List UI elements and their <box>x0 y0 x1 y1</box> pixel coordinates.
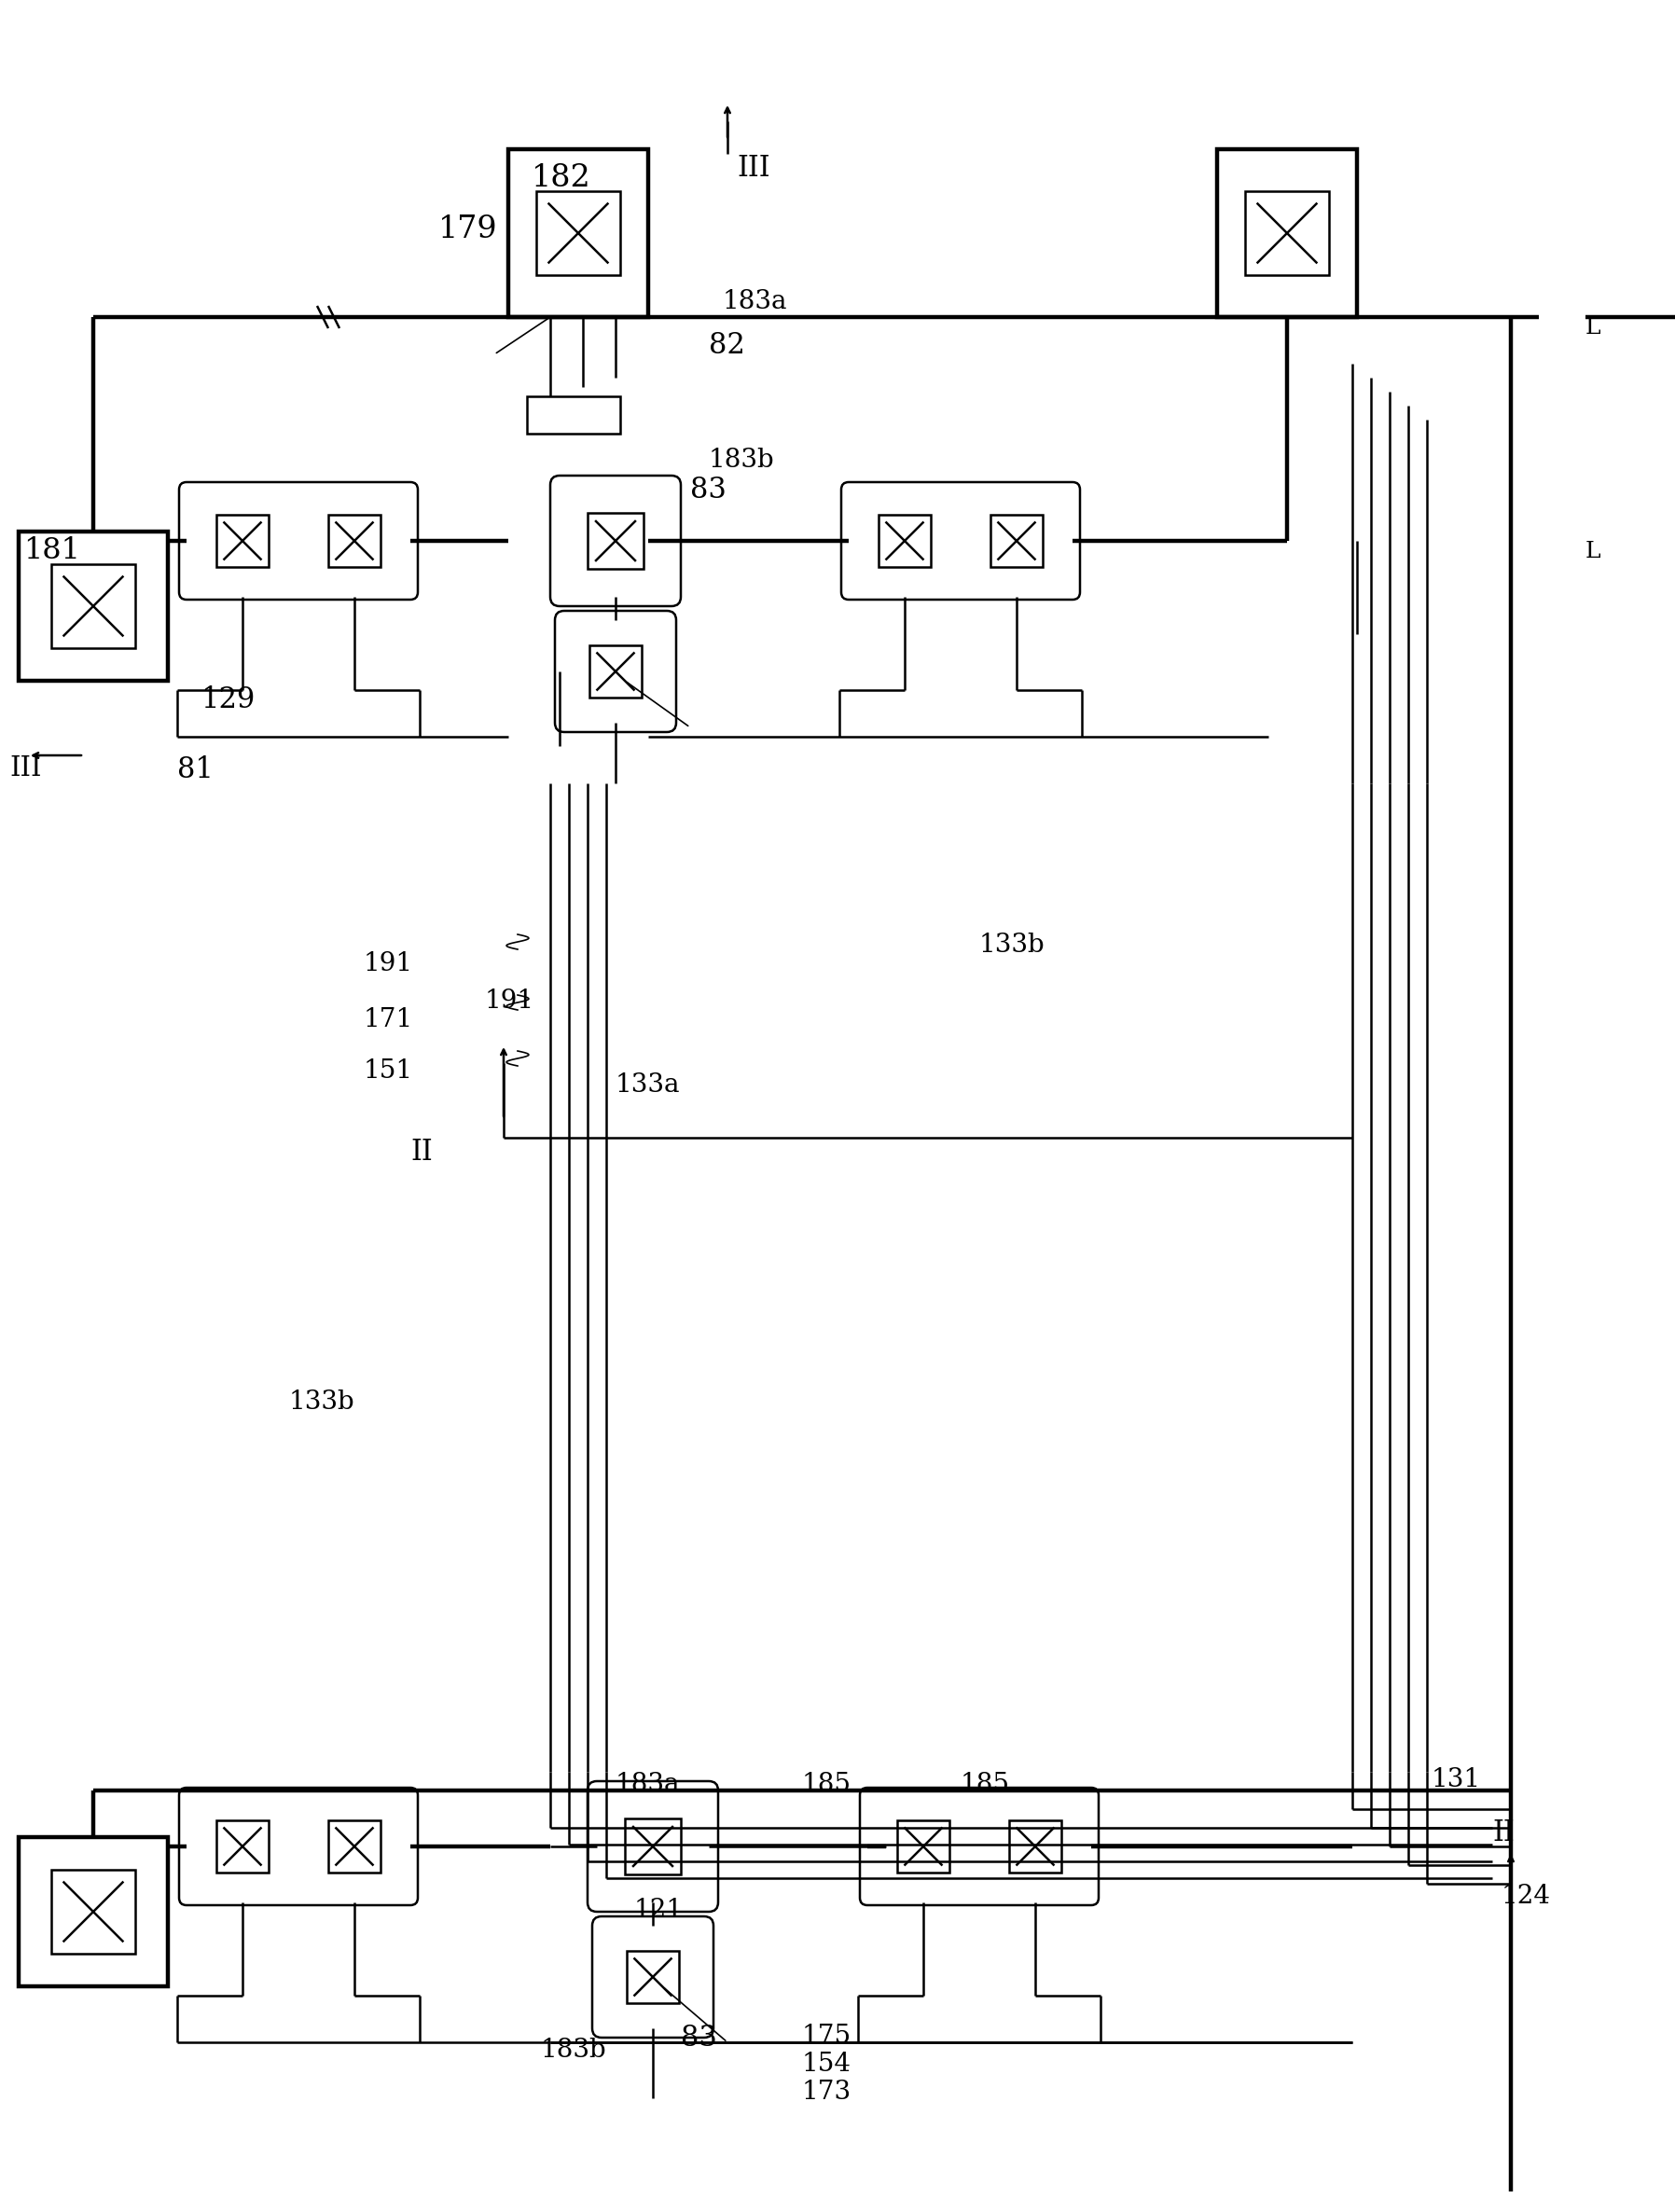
Text: L: L <box>1586 316 1601 338</box>
Text: II: II <box>1492 1818 1514 1847</box>
Bar <box>18 1838 168 1986</box>
Bar <box>1245 190 1328 274</box>
Text: 154: 154 <box>802 2051 851 2077</box>
Text: 83: 83 <box>690 476 727 504</box>
Text: 133a: 133a <box>615 1073 680 1097</box>
Bar <box>898 1820 950 1874</box>
Bar <box>328 515 380 566</box>
Text: 121: 121 <box>635 1898 683 1922</box>
Bar <box>328 1820 380 1874</box>
Text: 131: 131 <box>1432 1767 1481 1792</box>
Text: 181: 181 <box>23 535 80 564</box>
Text: 183a: 183a <box>724 290 787 314</box>
Text: 151: 151 <box>363 1057 414 1084</box>
Text: III: III <box>10 754 42 781</box>
Bar <box>508 148 648 316</box>
Bar <box>536 190 620 274</box>
Text: 185: 185 <box>802 1772 851 1796</box>
Bar <box>216 515 268 566</box>
Text: 133b: 133b <box>290 1389 355 1416</box>
Text: III: III <box>737 155 770 184</box>
Text: 133b: 133b <box>980 933 1045 958</box>
Text: 124: 124 <box>1501 1885 1551 1909</box>
Text: 183a: 183a <box>615 1772 680 1796</box>
Text: 191: 191 <box>363 951 414 975</box>
Text: 129: 129 <box>201 686 255 714</box>
Text: 82: 82 <box>709 332 745 361</box>
Text: II: II <box>410 1137 432 1166</box>
Bar <box>588 513 643 568</box>
Bar <box>528 396 620 434</box>
Bar <box>590 646 642 697</box>
Text: 179: 179 <box>439 215 497 243</box>
Text: 171: 171 <box>363 1006 414 1033</box>
Text: 173: 173 <box>802 2079 851 2106</box>
Bar <box>990 515 1042 566</box>
Bar <box>1218 148 1357 316</box>
Text: 185: 185 <box>960 1772 1010 1796</box>
Bar <box>626 1951 678 2004</box>
Bar <box>1008 1820 1062 1874</box>
Text: 83: 83 <box>680 2024 717 2053</box>
Text: 81: 81 <box>178 754 213 785</box>
Bar <box>52 1869 136 1953</box>
Text: 183b: 183b <box>709 447 774 473</box>
Text: 182: 182 <box>531 164 591 192</box>
Text: L: L <box>1586 542 1601 562</box>
Bar <box>625 1818 680 1874</box>
Bar <box>18 531 168 681</box>
Bar <box>216 1820 268 1874</box>
Text: 183b: 183b <box>541 2037 606 2064</box>
Text: 175: 175 <box>802 2024 851 2048</box>
Bar <box>878 515 931 566</box>
Bar <box>52 564 136 648</box>
Text: 191: 191 <box>486 989 534 1013</box>
